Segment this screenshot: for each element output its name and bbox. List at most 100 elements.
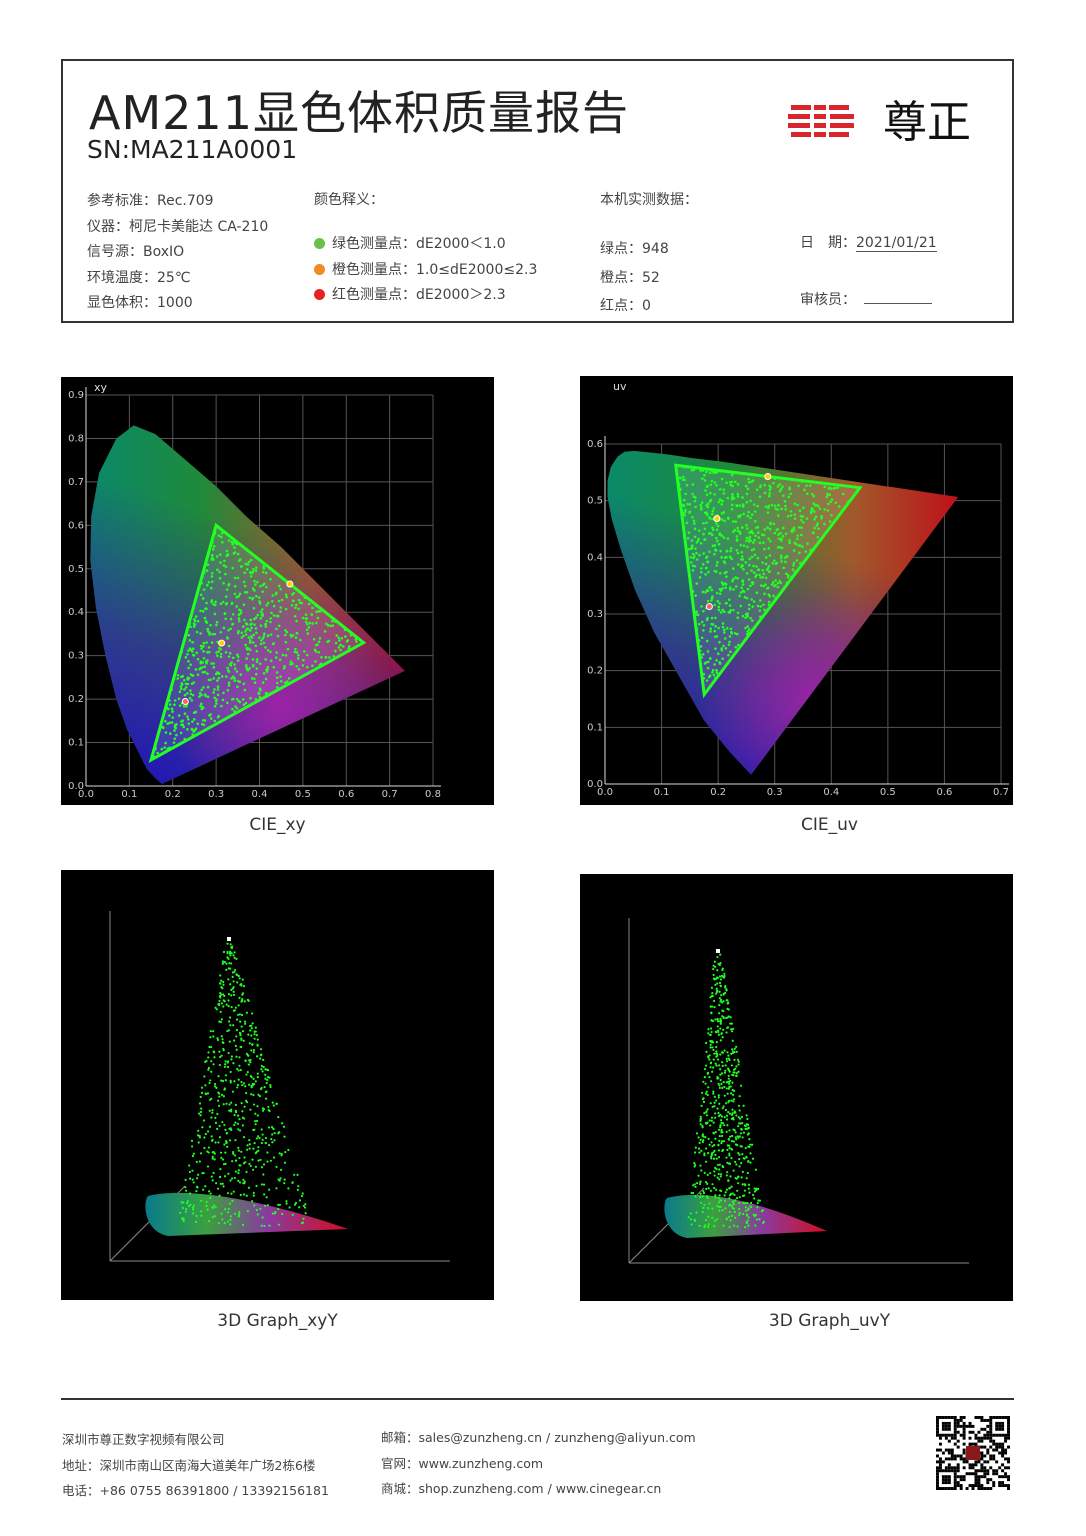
measurement-point bbox=[264, 1068, 267, 1071]
measurement-point bbox=[181, 1206, 184, 1210]
measurement-point bbox=[284, 607, 288, 611]
measurement-point bbox=[233, 592, 237, 596]
measurement-point bbox=[227, 644, 231, 648]
qr-module bbox=[936, 1466, 939, 1470]
qr-module bbox=[1007, 1424, 1010, 1428]
measurement-point bbox=[705, 1041, 708, 1045]
qr-module bbox=[989, 1424, 993, 1428]
shop-link[interactable]: 商城：shop.zunzheng.com / www.cinegear.cn bbox=[381, 1481, 662, 1496]
measurement-point bbox=[716, 969, 719, 972]
measurement-point bbox=[251, 598, 254, 601]
measurement-point bbox=[353, 634, 357, 638]
measurement-point bbox=[266, 649, 270, 652]
measurement-point bbox=[227, 1172, 230, 1175]
measurement-point bbox=[198, 1102, 202, 1105]
measurement-point bbox=[214, 1121, 218, 1125]
measurement-point bbox=[727, 643, 731, 647]
measurement-point bbox=[170, 707, 174, 711]
contact-info: 邮箱：sales@zunzheng.cn / zunzheng@aliyun.c… bbox=[381, 1425, 696, 1502]
measurement-point bbox=[168, 714, 171, 717]
measurement-point bbox=[235, 1048, 238, 1051]
measurement-point bbox=[245, 1011, 248, 1014]
measurement-point bbox=[681, 475, 685, 479]
measurement-point bbox=[718, 488, 722, 491]
measurement-point bbox=[727, 611, 731, 614]
measurement-point bbox=[700, 636, 704, 640]
measurement-point bbox=[261, 590, 264, 593]
qr-module bbox=[974, 1442, 978, 1446]
measurement-point bbox=[767, 564, 771, 568]
measurement-point bbox=[171, 710, 174, 713]
measurement-point bbox=[207, 1151, 210, 1154]
measurement-point bbox=[779, 532, 782, 535]
measurement-point bbox=[226, 553, 230, 556]
measurement-point bbox=[740, 1128, 743, 1131]
measurement-point bbox=[691, 544, 694, 548]
measurement-point bbox=[213, 1085, 217, 1088]
measurement-point bbox=[260, 1053, 263, 1056]
measurement-point bbox=[732, 588, 735, 591]
measurement-point bbox=[720, 518, 724, 521]
measurement-point bbox=[240, 1150, 243, 1153]
measurement-point bbox=[254, 1152, 257, 1155]
measurement-point bbox=[703, 1067, 707, 1071]
measurement-point bbox=[707, 1223, 711, 1226]
measurement-point bbox=[249, 570, 252, 574]
measurement-point bbox=[720, 1082, 723, 1085]
measurement-point bbox=[210, 1175, 213, 1178]
measurement-point bbox=[230, 677, 233, 680]
measurement-point bbox=[745, 539, 748, 543]
measurement-point bbox=[763, 483, 766, 487]
qr-module bbox=[974, 1460, 978, 1464]
measurement-point bbox=[830, 513, 833, 517]
qr-module bbox=[944, 1436, 948, 1440]
measurement-point bbox=[250, 1084, 253, 1087]
measurement-point bbox=[230, 1006, 233, 1009]
measurement-point bbox=[696, 613, 700, 617]
qr-module bbox=[947, 1439, 951, 1443]
measurement-point bbox=[801, 520, 805, 524]
qr-module bbox=[950, 1469, 954, 1473]
measurement-point bbox=[237, 1114, 240, 1117]
measurement-point bbox=[785, 554, 789, 558]
measurement-point bbox=[212, 545, 216, 548]
measurement-point bbox=[708, 1143, 711, 1146]
y-tick-label: 0.3 bbox=[587, 609, 603, 620]
qr-module bbox=[962, 1478, 966, 1482]
measurement-point bbox=[716, 1053, 719, 1056]
measurement-point bbox=[793, 517, 797, 520]
measurement-point bbox=[715, 1050, 718, 1053]
measurement-point bbox=[741, 589, 745, 593]
measurement-point bbox=[708, 674, 712, 678]
measurement-point bbox=[732, 1169, 735, 1172]
measurement-point bbox=[699, 1119, 702, 1122]
measurement-point bbox=[728, 640, 731, 644]
website-link[interactable]: 官网：www.zunzheng.com bbox=[381, 1455, 544, 1471]
measurement-point bbox=[747, 603, 751, 607]
measurement-point bbox=[205, 1092, 208, 1096]
measurement-point bbox=[694, 1195, 697, 1198]
measurement-point bbox=[250, 1027, 253, 1030]
qr-module bbox=[983, 1427, 987, 1431]
measurement-point bbox=[776, 546, 780, 549]
measurement-point bbox=[699, 469, 702, 472]
measurement-point bbox=[706, 502, 710, 506]
measurement-point bbox=[746, 487, 750, 491]
qr-module bbox=[947, 1416, 951, 1419]
measurement-point bbox=[719, 1199, 723, 1202]
measurement-point bbox=[265, 619, 269, 623]
measurement-point bbox=[806, 542, 809, 545]
measurement-point bbox=[738, 1165, 741, 1168]
measurement-point bbox=[199, 644, 203, 648]
measurement-point bbox=[220, 1093, 224, 1096]
measurement-point bbox=[173, 703, 176, 707]
measurement-point bbox=[721, 625, 725, 629]
measurement-point bbox=[260, 608, 264, 611]
measurement-point bbox=[153, 755, 156, 759]
measurement-point bbox=[734, 576, 737, 579]
measurement-point bbox=[694, 505, 697, 509]
email-link[interactable]: 邮箱：sales@zunzheng.cn / zunzheng@aliyun.c… bbox=[381, 1430, 696, 1445]
qr-module bbox=[980, 1418, 984, 1422]
measurement-point bbox=[738, 1211, 741, 1215]
measurement-point bbox=[711, 1183, 714, 1186]
